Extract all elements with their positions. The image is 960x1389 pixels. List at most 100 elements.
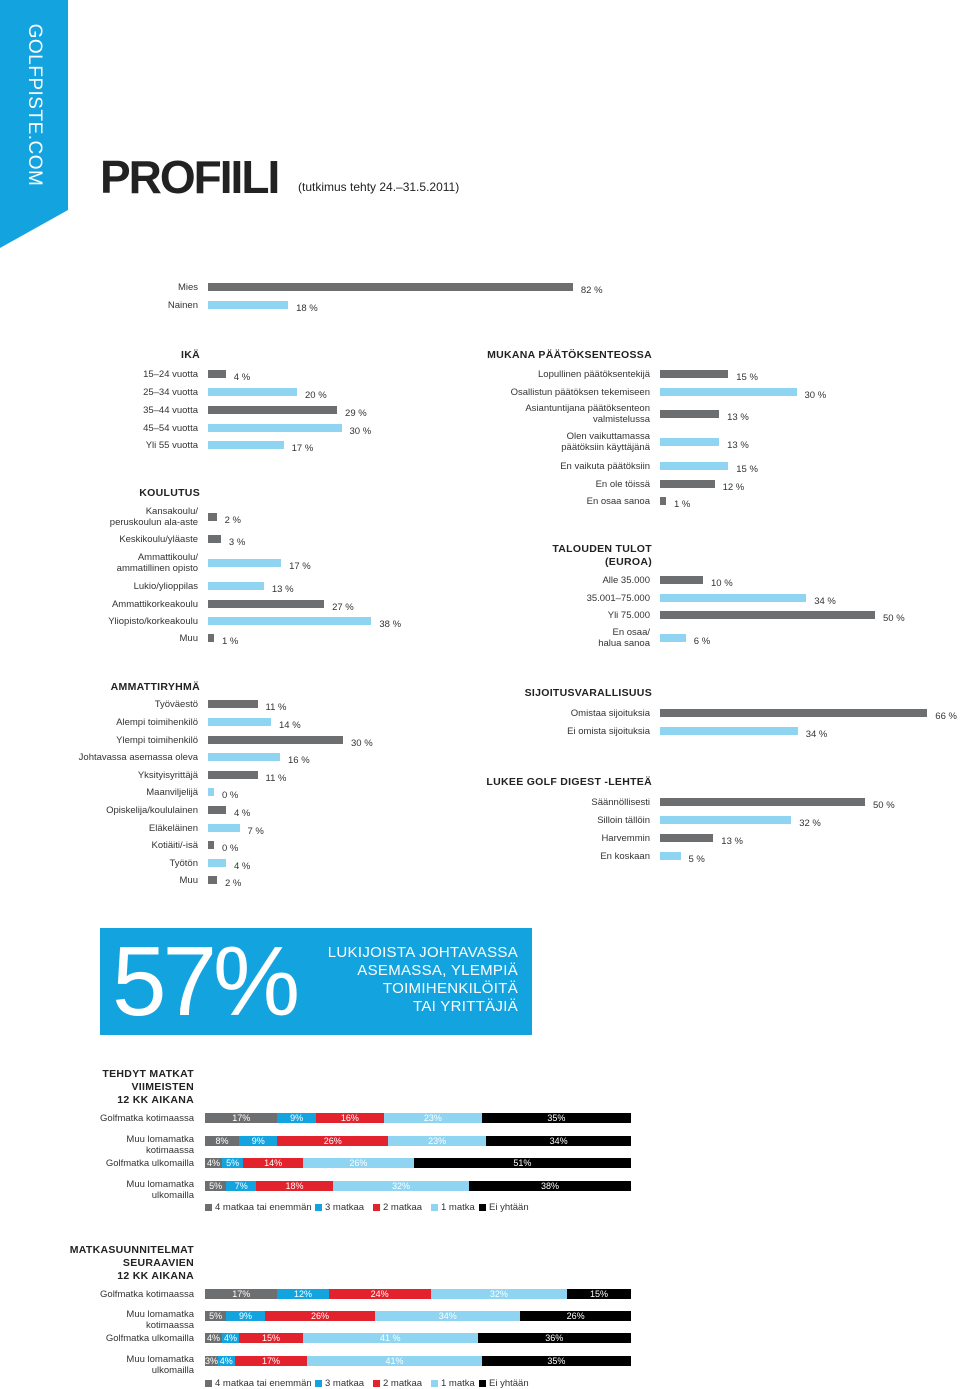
sukupuoli-value-label: 82 % [580, 285, 603, 296]
paatokset-label: En osaa sanoa [586, 496, 650, 507]
ammattiryhma-value-label: 4 % [234, 861, 251, 872]
suunnitelmat-segment: 41 % [302, 1333, 478, 1343]
matkat-row-label: Golfmatka kotimaassa [100, 1113, 194, 1124]
koulutus-value-label: 2 % [224, 515, 241, 526]
suunnitelmat-legend-item: 2 matkaa [373, 1378, 422, 1389]
sukupuoli-bar [208, 301, 289, 309]
ika-value-label: 17 % [291, 443, 314, 454]
suunnitelmat-legend-item: Ei yhtään [479, 1378, 529, 1389]
golfdigest-value-label: 32 % [799, 818, 821, 829]
paatokset-value-label: 15 % [736, 464, 758, 475]
paatokset-label: Lopullinen päätöksentekijä [538, 369, 650, 380]
suunnitelmat-legend-item: 3 matkaa [315, 1378, 364, 1389]
matkat-legend-item: 1 matka [431, 1202, 475, 1213]
legend-swatch [431, 1204, 438, 1211]
ika-bar [208, 441, 284, 449]
paatokset-bar [660, 462, 729, 470]
suunnitelmat-segment: 9% [226, 1311, 265, 1321]
ammattiryhma-label: Yksityisyrittäjä [137, 770, 198, 781]
matkat-segment: 18% [256, 1181, 333, 1191]
sijoitus-bar [660, 727, 798, 735]
matkat-row-label: Muu lomamatka kotimaassa [126, 1134, 194, 1156]
ammattiryhma-bar [208, 700, 258, 708]
ammattiryhma-label: Työtön [169, 858, 198, 869]
ika-label: Yli 55 vuotta [145, 440, 198, 451]
matkat-segment: 16% [315, 1113, 384, 1123]
suunnitelmat-segment: 4% [217, 1356, 235, 1366]
ammattiryhma-label: Johtavassa asemassa oleva [78, 752, 198, 763]
paatokset-label: Asiantuntijana päätöksenteon valmisteluss… [525, 403, 650, 425]
suunnitelmat-title: MATKASUUNNITELMAT SEURAAVIEN 12 KK AIKANA [69, 1244, 194, 1282]
sijoitus-label: Ei omista sijoituksia [567, 726, 650, 737]
sijoitus-bar [660, 709, 928, 717]
ammattiryhma-label: Alempi toimihenkilö [116, 717, 198, 728]
matkat-segment: 7% [226, 1181, 257, 1191]
legend-swatch [479, 1380, 486, 1387]
paatokset-value-label: 13 % [727, 412, 749, 423]
matkat-segment: 23% [383, 1113, 482, 1123]
tulot-value-label: 50 % [883, 613, 905, 624]
ammattiryhma-bar [208, 718, 271, 726]
matkat-segment: 51% [413, 1158, 631, 1168]
suunnitelmat-row-label: Golfmatka ulkomailla [105, 1333, 194, 1344]
matkat-row-label: Golfmatka ulkomailla [105, 1158, 194, 1169]
koulutus-bar [208, 559, 282, 567]
suunnitelmat-segment: 17% [205, 1289, 278, 1299]
ika-value-label: 4 % [233, 372, 251, 383]
sijoitus-value-label: 34 % [805, 729, 828, 740]
matkat-row-label: Muu lomamatka ulkomailla [126, 1179, 194, 1201]
tulot-value-label: 6 % [693, 636, 711, 647]
koulutus-value-label: 17 % [289, 561, 311, 572]
tulot-value-label: 34 % [814, 596, 836, 607]
golfdigest-bar [660, 852, 681, 860]
suunnitelmat-segment: 5% [205, 1311, 227, 1321]
matkat-segment: 9% [239, 1136, 278, 1146]
legend-swatch [479, 1204, 486, 1211]
ammattiryhma-bar [208, 841, 214, 849]
legend-swatch [205, 1204, 212, 1211]
suunnitelmat-row-label: Muu lomamatka ulkomailla [126, 1354, 194, 1376]
tulot-value-label: 10 % [711, 578, 733, 589]
golfdigest-bar [660, 816, 792, 824]
koulutus-label: Muu [179, 633, 198, 644]
ammattiryhma-label: Ylempi toimihenkilö [116, 735, 198, 746]
suunnitelmat-segment: 15% [567, 1289, 631, 1299]
suunnitelmat-row-label: Golfmatka kotimaassa [100, 1289, 194, 1300]
ammattiryhma-bar [208, 736, 343, 744]
paatokset-value-label: 15 % [736, 372, 758, 383]
tulot-label: Yli 75.000 [607, 610, 650, 621]
koulutus-title: KOULUTUS [139, 487, 200, 499]
legend-swatch [315, 1380, 322, 1387]
matkat-legend-item: Ei yhtään [479, 1202, 529, 1213]
golfdigest-title: LUKEE GOLF DIGEST -LEHTEÄ [486, 776, 652, 788]
golfdigest-bar [660, 834, 714, 842]
tulot-label: Alle 35.000 [602, 575, 650, 586]
callout-big-number: 57% [112, 926, 300, 1036]
matkat-segment: 26% [302, 1158, 414, 1168]
matkat-segment: 9% [277, 1113, 316, 1123]
ika-label: 15–24 vuotta [143, 369, 198, 380]
koulutus-bar [208, 600, 325, 608]
ika-value-label: 20 % [305, 390, 327, 401]
golfdigest-label: Silloin tällöin [597, 815, 650, 826]
callout-line: TAI YRITTÄJIÄ [412, 998, 518, 1015]
koulutus-value-label: 3 % [228, 537, 246, 548]
matkat-segment: 32% [332, 1181, 470, 1191]
paatokset-bar [660, 388, 797, 396]
koulutus-bar [208, 513, 217, 521]
brand-logo-text: GOLFPISTE.COM [24, 23, 45, 187]
tulot-bar [660, 576, 703, 584]
suunnitelmat-segment: 17% [234, 1356, 308, 1366]
golfdigest-value-label: 50 % [873, 800, 895, 811]
callout-line: LUKIJOISTA JOHTAVASSA [327, 944, 518, 961]
sukupuoli-label: Mies [177, 282, 198, 293]
ika-bar [208, 388, 297, 396]
ammattiryhma-label: Kotiäiti/-isä [151, 840, 198, 851]
koulutus-label: Keskikoulu/yläaste [119, 534, 198, 545]
ammattiryhma-label: Eläkeläinen [148, 823, 198, 834]
ika-value-label: 30 % [349, 426, 372, 437]
ammattiryhma-value-label: 0 % [222, 843, 239, 854]
suunnitelmat-segment: 36% [477, 1333, 631, 1343]
matkat-segment: 23% [388, 1136, 487, 1146]
ika-value-label: 29 % [345, 408, 367, 419]
